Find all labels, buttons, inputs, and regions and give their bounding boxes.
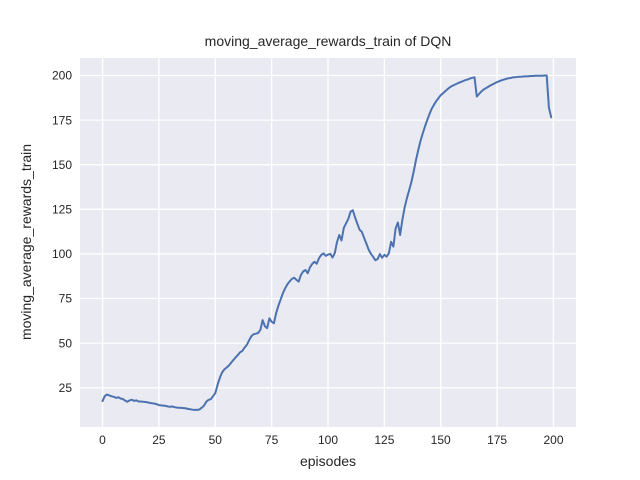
x-tick-label: 75 xyxy=(265,433,279,447)
y-tick-label: 200 xyxy=(52,69,72,83)
x-tick-label: 50 xyxy=(209,433,223,447)
y-tick-label: 125 xyxy=(52,203,72,217)
y-tick-label: 150 xyxy=(52,158,72,172)
y-tick-label: 100 xyxy=(52,247,72,261)
y-tick-label: 175 xyxy=(52,113,72,127)
y-tick-label: 75 xyxy=(59,292,73,306)
y-axis-label: moving_average_rewards_train xyxy=(18,144,34,340)
x-tick-labels: 0 25 50 75 100 125 150 175 200 xyxy=(99,433,564,447)
x-tick-label: 100 xyxy=(318,433,338,447)
x-tick-label: 0 xyxy=(99,433,106,447)
y-tick-label: 25 xyxy=(59,381,73,395)
grid-lines xyxy=(80,58,576,427)
x-tick-label: 125 xyxy=(374,433,394,447)
x-tick-label: 175 xyxy=(487,433,507,447)
y-tick-labels: 25 50 75 100 125 150 175 200 xyxy=(52,69,72,395)
x-axis-label: episodes xyxy=(300,453,356,469)
x-tick-label: 150 xyxy=(431,433,451,447)
chart-title: moving_average_rewards_train of DQN xyxy=(205,33,452,49)
y-tick-label: 50 xyxy=(59,336,73,350)
x-tick-label: 200 xyxy=(543,433,563,447)
x-tick-label: 25 xyxy=(152,433,166,447)
dqn-reward-line xyxy=(101,74,553,411)
